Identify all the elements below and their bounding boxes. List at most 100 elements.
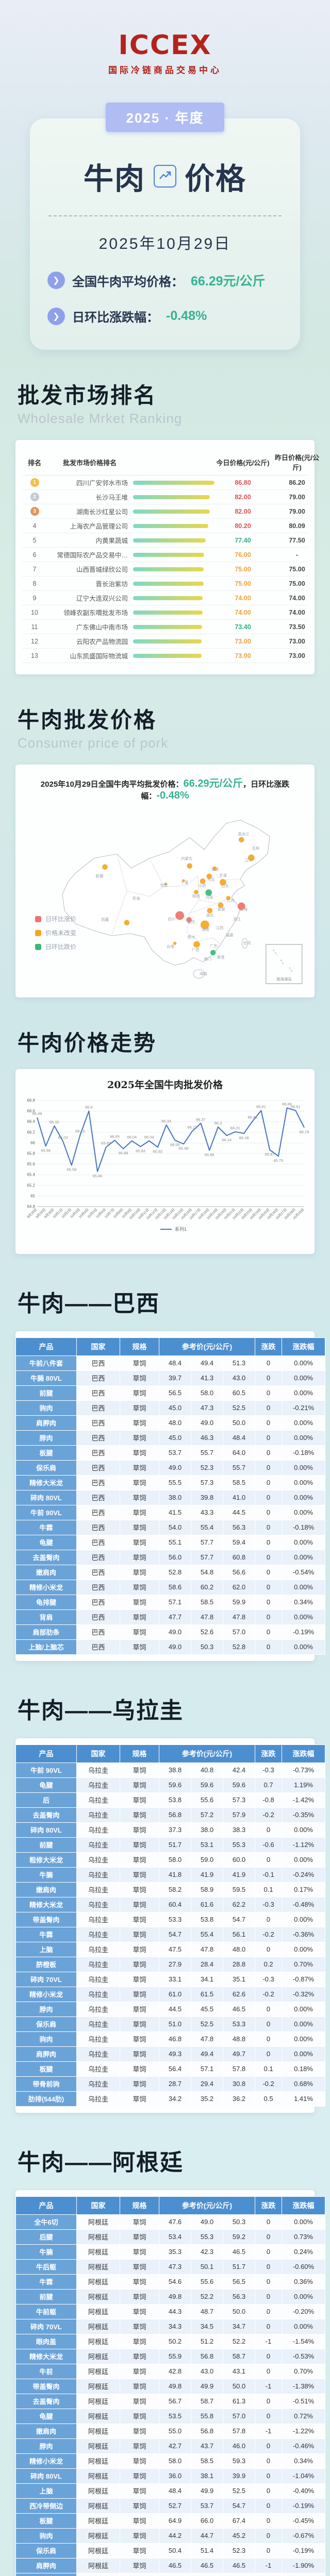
- price-dot: [207, 908, 213, 914]
- table-row: 肋排(544肋) 乌拉圭 草饲 34.2 35.2 36.2 0.5 1.41%: [15, 2091, 326, 2107]
- column-header: 产品: [15, 1337, 77, 1356]
- country-cell: 巴西: [76, 1460, 120, 1476]
- change-cell: 0: [255, 2031, 283, 2047]
- country-cell: 阿根廷: [76, 2468, 120, 2484]
- price-mid-cell: 46.5: [191, 2557, 223, 2573]
- data-label: 66.37: [196, 1117, 206, 1122]
- price-high-cell: 50.0: [222, 1415, 256, 1431]
- change-cell: 0.5: [255, 2091, 283, 2107]
- spec-cell: 草饲: [120, 1430, 159, 1446]
- spec-cell: 草饲: [120, 1594, 159, 1610]
- spec-cell: 草饲: [120, 1564, 159, 1580]
- column-header: 产品: [15, 1744, 77, 1763]
- country-cell: 阿根廷: [76, 2423, 120, 2439]
- price-table: 产品 国家 规格 参考价(元/公斤) 涨跌 涨跌幅 全牛6切 阿根廷 草饲 47.6 49.0 50.…: [15, 2196, 326, 2576]
- table-row: 肩胛肉 阿根廷 草饲 46.5 46.5 46.5 -1 -1.90%: [15, 2557, 326, 2573]
- country-cell: 乌拉圭: [76, 2031, 120, 2047]
- pct-cell: 0.00%: [282, 1609, 326, 1625]
- country-cell: 乌拉圭: [76, 1986, 120, 2002]
- price-high-cell: 49.7: [222, 2046, 256, 2062]
- product-cell: 精修大米龙: [15, 1896, 77, 1912]
- product-cell: 牛后躯: [15, 2259, 77, 2275]
- col-today-price: 今日价格(元/公斤): [216, 459, 270, 467]
- table-row: 眼肉盖 阿根廷 草饲 50.2 51.2 52.2 -1 -1.54%: [15, 2333, 326, 2349]
- spec-cell: 草饲: [120, 2408, 159, 2424]
- day-change-label: 日环比涨跌幅：: [72, 311, 159, 325]
- price-mid-cell: 54.8: [191, 1564, 223, 1580]
- price-mid-cell: 47.8: [191, 1941, 223, 1957]
- y-tick-label: 66.4: [27, 1119, 35, 1124]
- spec-cell: 草饲: [120, 2244, 159, 2260]
- price-high-cell: 46.5: [222, 2557, 256, 2573]
- change-cell: 0.1: [255, 2061, 283, 2077]
- bar-cell: [133, 495, 214, 499]
- price-bar: [133, 495, 210, 499]
- map-stat-date: 2025年10月29日: [40, 780, 98, 789]
- price-high-cell: 51.3: [222, 1355, 256, 1371]
- spec-cell: 草饲: [120, 1445, 159, 1461]
- change-cell: 0: [255, 1370, 283, 1386]
- price-high-cell: 56.6: [222, 1564, 256, 1580]
- product-cell: 带盖臀肉: [15, 2378, 77, 2394]
- table-row: 保乐肩 阿根廷 草饲 50.4 51.4 52.3 0 -0.19%: [15, 2543, 326, 2558]
- price-low-cell: 41.8: [159, 1867, 191, 1883]
- price-mid-cell: 29.4: [191, 2076, 223, 2092]
- spec-cell: 草饲: [120, 1762, 159, 1778]
- table-row: 肩部肋条 巴西 草饲 49.0 52.6 57.0 0 -0.19%: [15, 1624, 326, 1640]
- data-label: 66.61: [291, 1104, 301, 1109]
- country-cell: 乌拉圭: [76, 1971, 120, 1987]
- pct-cell: 0.00%: [282, 1430, 326, 1446]
- price-dot: [175, 911, 185, 920]
- price-mid-cell: 61.5: [191, 1986, 223, 2002]
- bar-cell: [133, 480, 214, 485]
- product-cell: 牛腩: [15, 2244, 77, 2260]
- page-title-suffix: 价格: [185, 162, 247, 196]
- change-cell: 0: [255, 1504, 283, 1520]
- country-cell: 巴西: [76, 1609, 120, 1625]
- product-cell: 肩胛肉: [15, 2557, 77, 2573]
- price-high-cell: 46.5: [222, 2244, 256, 2260]
- pct-cell: 0.36%: [282, 2274, 326, 2290]
- table-row: 碎肉 70VL 乌拉圭 草饲 33.1 34.1 35.1 -0.3 -0.87%: [15, 1971, 326, 1987]
- price-low-cell: 54.7: [159, 1926, 191, 1942]
- table-row: 去盖臀肉 乌拉圭 草饲 56.8 57.2 57.9 -0.2 -0.35%: [15, 1807, 326, 1823]
- country-cell: 乌拉圭: [76, 2046, 120, 2062]
- price-mid-cell: 41.3: [191, 1370, 223, 1386]
- price-mid-cell: 52.5: [191, 2016, 223, 2032]
- price-high-cell: 64.0: [222, 1445, 256, 1461]
- table-row: 4 上海农产品管理公司 80.20 80.09: [23, 519, 307, 534]
- province-border: [163, 875, 198, 887]
- table-row: 牛前躯 阿根廷 草饲 44.3 48.7 50.0 0 -0.20%: [15, 2303, 326, 2319]
- price-low-cell: 51.7: [159, 1837, 191, 1853]
- price-table-card: 产品 国家 规格 参考价(元/公斤) 涨跌 涨跌幅 牛前八件套 巴西 草饲 48.4 49.4 51.…: [15, 1331, 326, 1661]
- spec-cell: 草饲: [120, 1911, 159, 1927]
- province-label: 重庆: [187, 919, 195, 924]
- change-cell: 0: [255, 1624, 283, 1640]
- spec-cell: 草饲: [120, 2229, 159, 2245]
- country-cell: 乌拉圭: [76, 1882, 120, 1897]
- table-row: 牛腩 阿根廷 草饲 35.3 42.3 46.5 0 0.24%: [15, 2244, 326, 2260]
- table-row: 脖肉 巴西 草饲 45.0 46.3 48.4 0 0.00%: [15, 1430, 326, 1446]
- price-low-cell: 61.0: [159, 1986, 191, 2002]
- spec-cell: 草饲: [120, 1852, 159, 1868]
- price-bar: [133, 639, 202, 643]
- price-low-cell: 38.0: [159, 1489, 191, 1505]
- table-row: 脐橙板 乌拉圭 草饲 27.9 28.4 28.8 0.2 0.70%: [15, 1956, 326, 1972]
- change-cell: 0.7: [255, 1777, 283, 1793]
- change-cell: -0.2: [255, 1986, 283, 2002]
- price-high-cell: 60.5: [222, 1385, 256, 1401]
- market-name: 辽宁大连双兴公司: [76, 595, 128, 603]
- chart-title: 2025年全国牛肉批发价格: [107, 1079, 223, 1091]
- legend-color-swatch: [35, 929, 41, 936]
- spec-cell: 草饲: [120, 1807, 159, 1823]
- price-high-cell: 41.0: [222, 1489, 256, 1505]
- price-dot: [164, 883, 167, 886]
- price-low-cell: 57.1: [159, 1594, 191, 1610]
- spec-cell: 草饲: [120, 1504, 159, 1520]
- table-row: 牛霖 乌拉圭 草饲 54.7 55.4 56.1 -0.2 -0.36%: [15, 1926, 326, 1942]
- price-high-cell: 59.2: [222, 2229, 256, 2245]
- price-dot: [194, 890, 199, 895]
- y-tick-label: 66: [30, 1140, 35, 1145]
- province-label: 吉林: [252, 845, 259, 851]
- bar-cell: [133, 552, 214, 557]
